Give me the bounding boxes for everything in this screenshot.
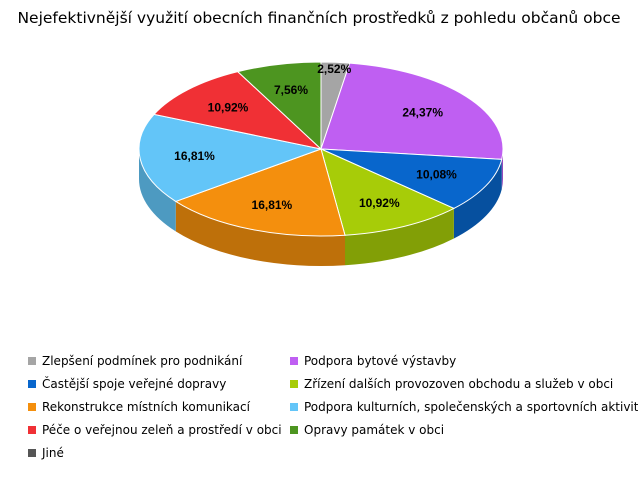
legend-label: Zlepšení podmínek pro podnikání — [42, 354, 243, 368]
data-label-7: 7,56% — [274, 83, 308, 97]
legend-swatch — [290, 357, 298, 365]
legend-label: Častější spoje veřejné dopravy — [42, 377, 227, 391]
pie-slice-4 — [174, 148, 346, 237]
legend-item: Opravy památek v obci — [290, 421, 628, 439]
data-label-1: 24,37% — [402, 105, 443, 119]
legend-item: Zlepšení podmínek pro podnikání — [28, 352, 290, 370]
legend-item: Péče o veřejnou zeleň a prostředí v obci — [28, 421, 290, 439]
data-label-2: 10,08% — [416, 168, 457, 182]
legend-item: Jiné — [28, 444, 290, 462]
pie-slice-7 — [236, 61, 322, 151]
legend-label: Podpora kulturních, společenských a spor… — [304, 400, 638, 414]
pie-side-2 — [453, 159, 502, 239]
pie-data-labels: 2,52% 24,37% 10,08% 10,92% 16,81% 16,81% 10,92… — [174, 62, 457, 212]
legend-swatch — [28, 357, 36, 365]
legend-item: Podpora bytové výstavby — [290, 352, 628, 370]
legend-label: Péče o veřejnou zeleň a prostředí v obci — [42, 423, 282, 437]
pie-slice-1 — [320, 62, 504, 160]
pie-slice-2 — [320, 148, 503, 210]
pie-slice-5 — [138, 113, 323, 202]
data-label-6: 10,92% — [208, 100, 249, 114]
legend-swatch — [290, 380, 298, 388]
data-label-3: 10,92% — [359, 196, 400, 210]
legend-item: Častější spoje veřejné dopravy — [28, 375, 290, 393]
legend-label: Jiné — [42, 446, 64, 460]
chart-title: Nejefektivnější využití obecních finančn… — [17, 9, 621, 27]
legend-label: Podpora bytové výstavby — [304, 354, 457, 368]
pie-side-5 — [139, 149, 176, 232]
pie-slice-3 — [320, 148, 456, 236]
pie-side-3 — [345, 208, 454, 266]
pie-top-faces — [138, 61, 504, 237]
legend-label: Opravy památek v obci — [304, 423, 445, 437]
legend-swatch — [28, 403, 36, 411]
legend-item: Rekonstrukce místních komunikací — [28, 398, 290, 416]
legend-swatch — [28, 449, 36, 457]
legend-swatch — [290, 426, 298, 434]
pie-chart: 2,52% 24,37% 10,08% 10,92% 16,81% 16,81% 10,92… — [138, 61, 504, 266]
legend-swatch — [28, 380, 36, 388]
pie-slice-6 — [153, 71, 323, 150]
pie-side-4 — [175, 201, 346, 266]
data-label-5: 16,81% — [174, 149, 215, 163]
legend-swatch — [290, 403, 298, 411]
chart-legend: Zlepšení podmínek pro podnikání Podpora b… — [28, 352, 638, 462]
pie-side-walls — [139, 149, 503, 266]
legend-item: Podpora kulturních, společenských a spor… — [290, 398, 638, 416]
legend-item: Zřízení dalších provozoven obchodu a slu… — [290, 375, 628, 393]
legend-swatch — [28, 426, 36, 434]
data-label-0: 2,52% — [317, 62, 351, 76]
legend-label: Rekonstrukce místních komunikací — [42, 400, 250, 414]
data-label-4: 16,81% — [252, 198, 293, 212]
legend-label: Zřízení dalších provozoven obchodu a slu… — [304, 377, 614, 391]
